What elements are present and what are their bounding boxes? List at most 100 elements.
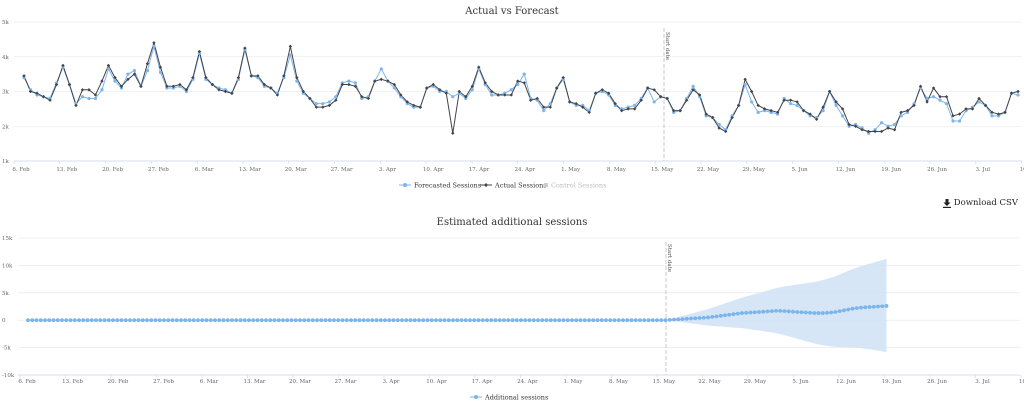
actual-point bbox=[678, 108, 682, 113]
forecast-point bbox=[938, 98, 942, 102]
bottom-y-tick-label: 15k bbox=[2, 236, 13, 242]
additional-sessions-point bbox=[595, 318, 600, 323]
forecast-point bbox=[763, 109, 767, 113]
additional-sessions-point bbox=[803, 310, 808, 315]
forecast-point bbox=[119, 86, 124, 90]
additional-sessions-point bbox=[140, 318, 145, 323]
actual-point bbox=[788, 98, 793, 102]
forecast-point bbox=[301, 91, 305, 95]
forecast-point bbox=[366, 95, 370, 99]
additional-sessions-point bbox=[459, 318, 464, 323]
bottom-x-tick-label: 12. Jun bbox=[836, 379, 856, 385]
top-start-date-marker: Start date bbox=[663, 28, 670, 161]
forecast-point bbox=[957, 119, 962, 123]
legend-control[interactable]: Control Sessions bbox=[544, 182, 606, 190]
additional-sessions-point bbox=[714, 314, 719, 319]
forecast-point bbox=[542, 109, 546, 113]
additional-sessions-point bbox=[740, 311, 744, 315]
actual-point bbox=[658, 95, 663, 99]
additional-sessions-point bbox=[425, 318, 430, 323]
additional-sessions-point bbox=[693, 316, 698, 321]
top-y-tick-label: 4k bbox=[2, 55, 9, 61]
additional-sessions-point bbox=[497, 318, 502, 323]
additional-sessions-point bbox=[582, 318, 587, 323]
actual-point bbox=[1003, 110, 1007, 115]
top-y-tick-label: 3k bbox=[2, 90, 9, 96]
additional-sessions-point bbox=[816, 311, 821, 315]
additional-sessions-point bbox=[820, 311, 825, 315]
additional-sessions-point bbox=[544, 318, 549, 323]
top-x-tick-label: 12. Jun bbox=[836, 167, 856, 173]
actual-point bbox=[671, 108, 676, 113]
top-x-tick-label: 24. Apr bbox=[514, 167, 535, 173]
top-x-tick-label: 22. May bbox=[697, 167, 720, 173]
additional-sessions-point bbox=[306, 318, 311, 323]
additional-sessions-point bbox=[251, 318, 256, 323]
legend-additional[interactable]: Additional sessions bbox=[470, 394, 548, 402]
additional-sessions-point bbox=[680, 317, 685, 322]
forecast-point bbox=[639, 96, 643, 101]
forecast-point bbox=[750, 100, 754, 104]
additional-sessions-point bbox=[506, 318, 511, 323]
forecast-point bbox=[22, 76, 26, 80]
additional-sessions-point bbox=[272, 318, 277, 323]
additional-sessions-point bbox=[174, 318, 179, 323]
top-x-tick-label: 20. Feb bbox=[102, 167, 123, 173]
actual-point bbox=[223, 89, 228, 94]
top-chart-series bbox=[22, 41, 1020, 135]
additional-sessions-point bbox=[880, 304, 885, 309]
top-x-tick-label: 6. Mar bbox=[195, 167, 214, 173]
forecast-point bbox=[353, 81, 357, 85]
additional-sessions-point bbox=[30, 318, 35, 323]
forecast-point bbox=[444, 89, 448, 94]
top-y-tick-label: 2k bbox=[2, 124, 9, 130]
actual-point bbox=[574, 101, 578, 106]
forecast-point bbox=[87, 96, 91, 101]
additional-sessions-point bbox=[302, 318, 307, 323]
bottom-x-tick-label: 13. Feb bbox=[62, 379, 83, 385]
actual-point bbox=[314, 105, 319, 109]
legend-forecast[interactable]: Forecasted Sessions bbox=[399, 182, 481, 190]
additional-sessions-point bbox=[731, 312, 736, 317]
top-x-tick-label: 27. Mar bbox=[331, 167, 353, 173]
forecast-point bbox=[347, 79, 351, 83]
additional-sessions-point bbox=[183, 318, 188, 323]
additional-sessions-point bbox=[604, 318, 608, 323]
actual-point bbox=[210, 82, 215, 87]
additional-sessions-point bbox=[77, 318, 81, 323]
additional-sessions-point bbox=[310, 318, 315, 323]
bottom-chart-x-axis: 6. Feb 13. Feb 20. Feb 27. Feb 6. Mar 13. Mar… bbox=[18, 375, 1024, 385]
actual-line bbox=[23, 41, 1019, 134]
forecast-point bbox=[295, 79, 299, 83]
additional-sessions-point bbox=[221, 318, 226, 323]
legend-actual[interactable]: Actual Sessions bbox=[480, 182, 547, 190]
additional-sessions-point bbox=[591, 318, 596, 323]
bottom-x-tick-label: 10. Apr bbox=[426, 379, 447, 385]
top-chart-x-axis: 6. Feb 13. Feb 20. Feb 27. Feb 6. Mar 13. Mar… bbox=[12, 161, 1024, 173]
additional-sessions-point bbox=[408, 318, 413, 323]
additional-sessions-point bbox=[149, 318, 154, 323]
additional-sessions-point bbox=[774, 308, 778, 313]
actual-point bbox=[496, 93, 500, 97]
actual-point bbox=[561, 75, 565, 80]
additional-sessions-point bbox=[757, 310, 761, 314]
actual-point bbox=[308, 96, 312, 101]
bottom-start-date-label: Start date bbox=[666, 244, 672, 272]
additional-sessions-point bbox=[344, 318, 349, 323]
additional-sessions-point bbox=[191, 318, 196, 323]
forecast-point bbox=[464, 96, 468, 101]
actual-point bbox=[964, 107, 968, 111]
additional-sessions-point bbox=[179, 318, 183, 323]
additional-sessions-point bbox=[782, 309, 787, 314]
download-csv-button[interactable]: Download CSV bbox=[942, 198, 1018, 208]
forecast-point bbox=[691, 84, 695, 88]
forecast-point bbox=[106, 67, 111, 71]
forecast-point bbox=[379, 67, 383, 71]
bottom-x-tick-label: 3. Jul bbox=[975, 379, 990, 385]
actual-point bbox=[464, 95, 468, 99]
actual-point bbox=[217, 88, 221, 92]
forecast-point bbox=[35, 93, 39, 97]
additional-sessions-point bbox=[854, 306, 859, 311]
legend-additional-label: Additional sessions bbox=[484, 394, 548, 402]
actual-point bbox=[405, 100, 410, 104]
